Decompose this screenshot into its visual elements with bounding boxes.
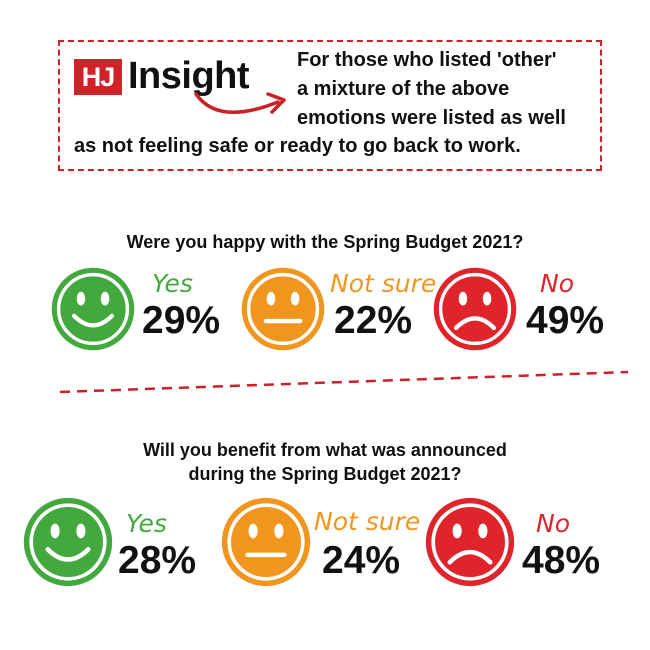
insight-text-line-1: For those who listed 'other' — [297, 49, 557, 71]
answer-label-yes: Yes — [126, 509, 167, 538]
insight-box — [58, 40, 602, 171]
sad-face-icon — [425, 497, 515, 587]
neutral-face-icon — [221, 497, 311, 587]
answer-percent-not-sure: 24% — [322, 539, 401, 582]
hj-badge: HJ — [74, 59, 122, 95]
question-2-line-1: Will you benefit from what was announced — [143, 440, 507, 460]
insight-text-line-3: emotions were listed as well — [297, 107, 566, 129]
answer-percent-not-sure: 22% — [334, 299, 413, 342]
sad-face-icon — [433, 267, 517, 351]
section-divider — [59, 370, 629, 394]
answer-label-not-sure: Not sure — [330, 269, 437, 298]
answer-label-yes: Yes — [152, 269, 193, 298]
answer-label-no: No — [536, 509, 570, 538]
happy-face-icon — [23, 497, 113, 587]
insight-wordmark: Insight — [128, 55, 250, 97]
neutral-face-icon — [241, 267, 325, 351]
answer-percent-yes: 29% — [142, 299, 221, 342]
hj-insight-logo: HJ Insight — [74, 55, 274, 102]
answer-percent-yes: 28% — [118, 539, 197, 582]
answer-percent-no: 48% — [522, 539, 601, 582]
answer-label-no: No — [540, 269, 574, 298]
question-1: Were you happy with the Spring Budget 20… — [126, 232, 524, 252]
answer-percent-no: 49% — [526, 299, 605, 342]
answer-label-not-sure: Not sure — [314, 507, 421, 536]
curved-arrow-icon — [194, 92, 286, 114]
insight-text-line-2: a mixture of the above — [297, 78, 510, 100]
question-2-line-2: during the Spring Budget 2021? — [188, 464, 462, 484]
insight-text-line-4: as not feeling safe or ready to go back … — [74, 135, 521, 157]
happy-face-icon — [51, 267, 135, 351]
